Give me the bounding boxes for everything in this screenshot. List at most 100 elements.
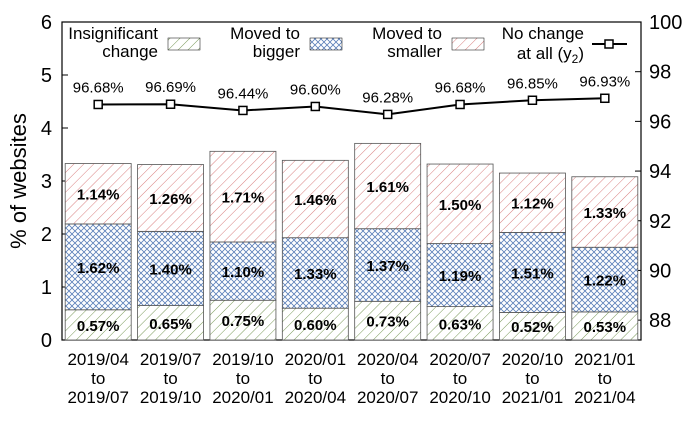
data-label-bigger: 1.33% [294, 266, 337, 283]
x-tick-label: to [308, 369, 322, 388]
data-label-bigger: 1.40% [149, 261, 192, 278]
y2-tick-label: 88 [649, 310, 671, 332]
legend-label-no-change-main: at all (y [517, 44, 572, 63]
bar-segment-bigger [426, 243, 494, 308]
bar-segment-insignificant [354, 300, 422, 341]
data-label-insignificant: 0.53% [584, 319, 627, 336]
data-label-smaller: 1.46% [294, 192, 337, 209]
x-tick-label: to [163, 369, 177, 388]
bar-segment-insignificant [64, 309, 132, 341]
legend-label-insignificant-line2: change [102, 42, 158, 61]
y-tick-label: 0 [41, 330, 52, 352]
data-label-bigger: 1.62% [77, 260, 120, 277]
bar-segment-bigger [64, 223, 132, 311]
data-label-bigger: 1.10% [222, 264, 265, 281]
line-point-no-change [455, 99, 465, 110]
y-tick-label: 3 [41, 171, 52, 193]
data-label-insignificant: 0.63% [439, 316, 482, 333]
x-tick-label: 2019/04 [67, 350, 128, 369]
y-tick-label: 5 [41, 65, 52, 87]
data-label-bigger: 1.51% [511, 265, 554, 282]
y-axis: 0 1 2 3 4 5 6 [41, 12, 68, 352]
line-point-no-change [600, 93, 610, 104]
line-data-label: 96.44% [218, 85, 269, 102]
y-tick-label: 2 [41, 224, 52, 246]
bar-segment-insignificant [209, 299, 277, 341]
x-tick-label: 2020/10 [429, 388, 490, 407]
legend-label-no-change-line1: No change [502, 24, 584, 43]
x-tick-label: 2020/04 [285, 388, 346, 407]
y-tick-label: 6 [41, 12, 52, 34]
x-tick-label: 2020/07 [357, 388, 418, 407]
bar-segment-smaller [64, 163, 132, 225]
bar-segment-smaller [209, 150, 277, 243]
bar-segment-smaller [571, 176, 639, 248]
legend-item-bigger: Moved to bigger [230, 24, 343, 61]
x-tick-label: 2020/01 [285, 350, 346, 369]
y2-tick-label: 90 [649, 260, 671, 282]
legend-label-smaller-line1: Moved to [372, 24, 442, 43]
y-axis-label: % of websites [6, 113, 31, 249]
x-tick-label: 2020/04 [357, 350, 418, 369]
data-label-insignificant: 0.57% [77, 318, 120, 335]
legend-item-smaller: Moved to smaller [372, 24, 485, 61]
legend-label-no-change-sub: 2 [572, 52, 579, 66]
y-tick-label: 4 [41, 118, 52, 140]
x-tick-label: 2019/10 [140, 388, 201, 407]
x-tick-label: 2021/01 [502, 388, 563, 407]
bar-segment-bigger [137, 230, 204, 306]
legend-swatch-bigger [309, 37, 343, 51]
x-tick-label: 2021/01 [574, 350, 635, 369]
x-tick-label: to [598, 369, 612, 388]
bar-segment-smaller [354, 142, 422, 230]
data-label-bigger: 1.37% [366, 258, 409, 275]
line-data-label: 96.93% [579, 73, 630, 90]
legend: Insignificant change Moved to bigger Mov… [68, 24, 627, 66]
data-label-smaller: 1.50% [439, 197, 482, 214]
bars: 0.57% 1.62% 1.14% 0.65% 1.40% 1.26% 0.75% 1.10%… [64, 142, 639, 341]
bar-segment-smaller [499, 172, 566, 233]
x-tick-label: to [236, 369, 250, 388]
line-data-label: 96.69% [145, 79, 196, 96]
x-tick-label: 2019/07 [67, 388, 128, 407]
legend-label-smaller-line2: smaller [387, 42, 442, 61]
x-tick-label: 2020/07 [429, 350, 490, 369]
bar-segment-insignificant [426, 306, 494, 341]
line-no-change [98, 97, 605, 116]
data-label-insignificant: 0.73% [366, 314, 409, 331]
legend-label-bigger-line2: bigger [253, 42, 301, 61]
legend-label-bigger-line1: Moved to [230, 24, 300, 43]
data-label-insignificant: 0.75% [222, 313, 265, 330]
bar-segment-insignificant [137, 305, 204, 341]
line-data-label: 96.60% [290, 81, 341, 98]
line-series: 96.68% 96.69% 96.44% 96.60% 96.28% 96.68% 96.8… [73, 73, 630, 120]
x-tick-label: 2020/10 [502, 350, 563, 369]
y2-tick-label: 100 [649, 12, 682, 34]
bar-segment-bigger [354, 228, 422, 302]
data-label-smaller: 1.33% [584, 205, 627, 222]
legend-swatch-smaller [451, 37, 485, 51]
data-label-bigger: 1.19% [439, 268, 482, 285]
y2-tick-label: 98 [649, 62, 671, 84]
data-label-smaller: 1.14% [77, 187, 120, 204]
x-tick-label: 2021/04 [574, 388, 635, 407]
bar-segment-smaller [137, 164, 204, 232]
legend-item-insignificant: Insignificant change [68, 24, 201, 61]
x-tick-label: 2020/01 [212, 388, 273, 407]
bar-segment-insignificant [281, 307, 349, 341]
bar-segment-bigger [571, 246, 639, 313]
data-label-bigger: 1.22% [584, 273, 627, 290]
y2-tick-label: 94 [649, 161, 671, 183]
legend-marker-no-change [604, 39, 614, 49]
data-label-smaller: 1.26% [149, 191, 192, 208]
x-tick-label: to [91, 369, 105, 388]
bar-segment-bigger [209, 241, 277, 301]
x-tick-label: to [381, 369, 395, 388]
legend-item-no-change: No change at all (y2) [502, 24, 627, 66]
bar-segment-insignificant [499, 312, 566, 341]
bar-segment-insignificant [571, 311, 639, 341]
line-point-no-change [93, 99, 103, 110]
legend-label-no-change-line2: at all (y2) [517, 44, 584, 66]
line-point-no-change [527, 95, 538, 106]
